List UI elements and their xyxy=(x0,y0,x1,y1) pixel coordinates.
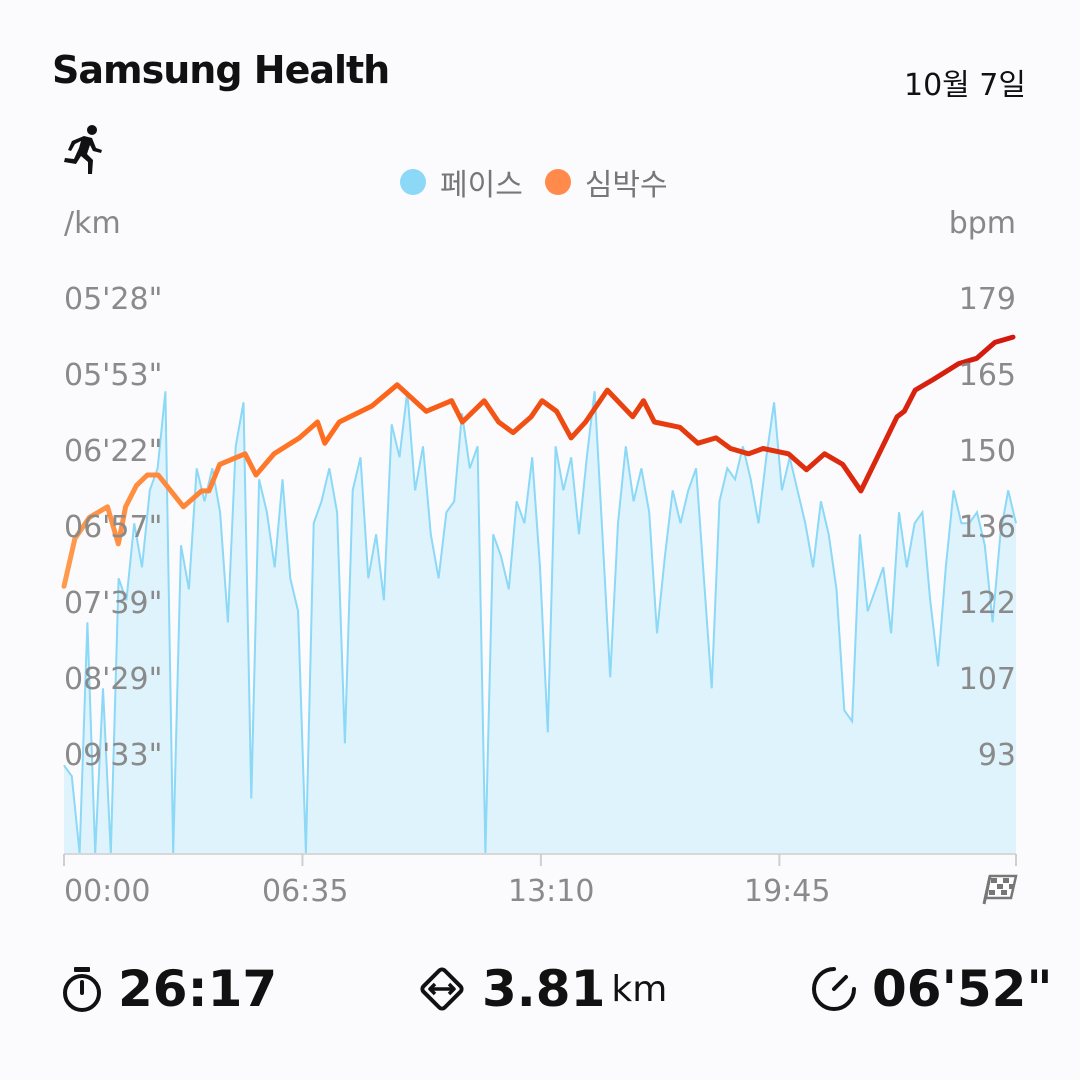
pace-tick: 05'53" xyxy=(64,358,163,393)
time-tick: 13:10 xyxy=(508,874,595,909)
heart-rate-legend-dot xyxy=(544,169,571,195)
chart-legend: 페이스 심박수 xyxy=(400,160,690,204)
pace-tick: 07'39" xyxy=(64,586,163,621)
time-tick: 19:45 xyxy=(744,874,831,909)
time-tick: 00:00 xyxy=(64,874,151,909)
bpm-tick: 136 xyxy=(958,510,1016,545)
bpm-tick: 122 xyxy=(958,586,1016,621)
heart-rate-line xyxy=(61,334,1016,589)
speedometer-icon xyxy=(812,967,856,1011)
duration-value: 26:17 xyxy=(118,960,278,1018)
pace-value: 06'52" xyxy=(872,960,1053,1018)
workout-summary: 26:17 3.81 km 06'52" xyxy=(0,960,1080,1030)
bpm-tick: 107 xyxy=(958,662,1016,697)
pace-legend-dot xyxy=(400,169,426,195)
running-person-icon xyxy=(64,125,102,174)
pace-tick: 06'22" xyxy=(64,434,163,469)
legend-heart-rate: 심박수 xyxy=(544,160,668,204)
distance-unit: km xyxy=(611,968,668,1010)
app-title: Samsung Health xyxy=(52,48,390,92)
legend-heart-rate-label: 심박수 xyxy=(584,168,668,203)
bpm-tick: 93 xyxy=(977,738,1016,773)
distance-arrows-icon xyxy=(420,967,464,1011)
legend-pace-label: 페이스 xyxy=(440,168,523,203)
heart-rate-series-line xyxy=(61,334,1016,589)
time-tick: 06:35 xyxy=(262,874,349,909)
pace-tick: 06'57" xyxy=(64,510,163,545)
bpm-unit-label: bpm xyxy=(948,206,1016,241)
distance-value: 3.81 xyxy=(482,960,606,1018)
pace-tick: 09'33" xyxy=(64,738,163,773)
duration-stat: 26:17 xyxy=(60,960,277,1018)
bpm-tick: 165 xyxy=(958,358,1016,393)
pace-unit-label: /km xyxy=(64,206,121,241)
checkered-flag-icon xyxy=(982,874,1018,905)
workout-date: 10월 7일 xyxy=(904,68,1026,103)
bpm-tick: 179 xyxy=(958,282,1016,317)
pace-line xyxy=(63,391,1017,854)
bpm-tick: 150 xyxy=(958,434,1016,469)
legend-pace: 페이스 xyxy=(400,160,523,204)
distance-stat: 3.81 km xyxy=(416,960,667,1018)
pace-stat: 06'52" xyxy=(810,960,1053,1018)
pace-tick: 05'28" xyxy=(64,282,163,317)
pace-area xyxy=(63,391,1017,854)
x-axis-ticks xyxy=(63,854,1017,866)
pace-tick: 08'29" xyxy=(64,662,163,697)
stopwatch-icon xyxy=(63,967,101,1012)
